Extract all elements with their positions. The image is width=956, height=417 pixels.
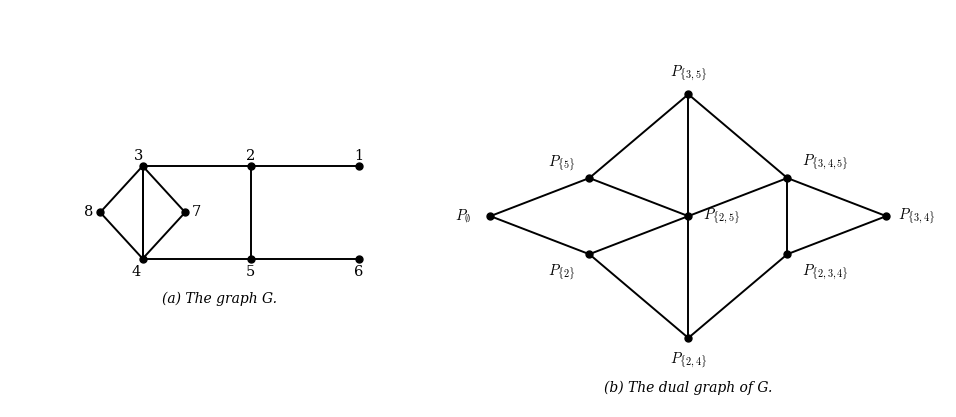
Text: $P_{\{2\}}$: $P_{\{2\}}$ xyxy=(549,262,576,282)
Text: $P_{\{5\}}$: $P_{\{5\}}$ xyxy=(549,153,576,173)
Text: $P_{\{3,4,5\}}$: $P_{\{3,4,5\}}$ xyxy=(802,153,849,173)
Text: $P_{\{2,5\}}$: $P_{\{2,5\}}$ xyxy=(704,206,740,226)
Text: $P_{\{3,5\}}$: $P_{\{3,5\}}$ xyxy=(670,63,706,83)
Text: 2: 2 xyxy=(246,149,255,163)
Text: 1: 1 xyxy=(355,149,363,163)
Text: $P_{\emptyset}$: $P_{\emptyset}$ xyxy=(455,207,471,225)
Text: 5: 5 xyxy=(246,265,255,279)
Text: $P_{\{3,4\}}$: $P_{\{3,4\}}$ xyxy=(899,206,935,226)
Text: 3: 3 xyxy=(134,149,143,163)
Text: 6: 6 xyxy=(354,265,363,279)
Text: 4: 4 xyxy=(132,265,141,279)
Text: 7: 7 xyxy=(192,205,202,219)
Text: (a) The graph G.: (a) The graph G. xyxy=(163,291,277,306)
Text: (b) The dual graph of G.: (b) The dual graph of G. xyxy=(604,381,772,395)
Text: $P_{\{2,3,4\}}$: $P_{\{2,3,4\}}$ xyxy=(802,263,849,282)
Text: 8: 8 xyxy=(84,205,94,219)
Text: $P_{\{2,4\}}$: $P_{\{2,4\}}$ xyxy=(670,351,706,370)
